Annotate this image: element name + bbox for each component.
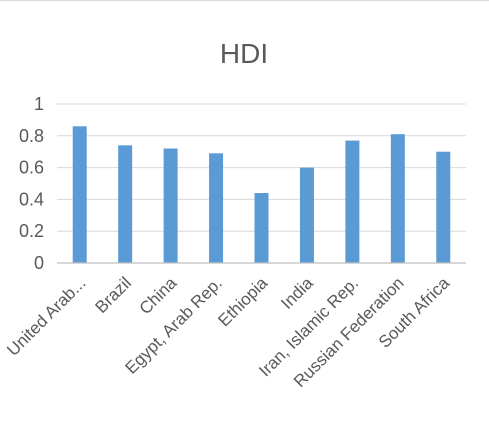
bar xyxy=(436,151,451,263)
y-tick-label: 0.2 xyxy=(19,221,44,241)
y-tick-label: 1 xyxy=(34,94,44,114)
bar xyxy=(72,126,87,263)
y-tick-label: 0 xyxy=(34,253,44,273)
y-tick-label: 0.4 xyxy=(19,189,44,209)
bar xyxy=(299,167,314,263)
bars xyxy=(72,126,451,263)
y-tick-label: 0.6 xyxy=(19,158,44,178)
x-category-label: Brazil xyxy=(91,273,134,316)
bar xyxy=(254,193,269,263)
chart-title: HDI xyxy=(220,38,268,69)
bar xyxy=(390,134,405,263)
bar xyxy=(345,140,360,263)
x-category-label: Ethiopia xyxy=(214,273,271,330)
bar xyxy=(163,148,178,263)
y-axis-ticks: 0 0.2 0.4 0.6 0.8 1 xyxy=(19,94,44,273)
bar xyxy=(209,153,224,263)
x-category-label: United Arab... xyxy=(3,273,89,359)
x-category-label: India xyxy=(277,273,317,313)
bar xyxy=(118,145,133,263)
y-tick-label: 0.8 xyxy=(19,126,44,146)
